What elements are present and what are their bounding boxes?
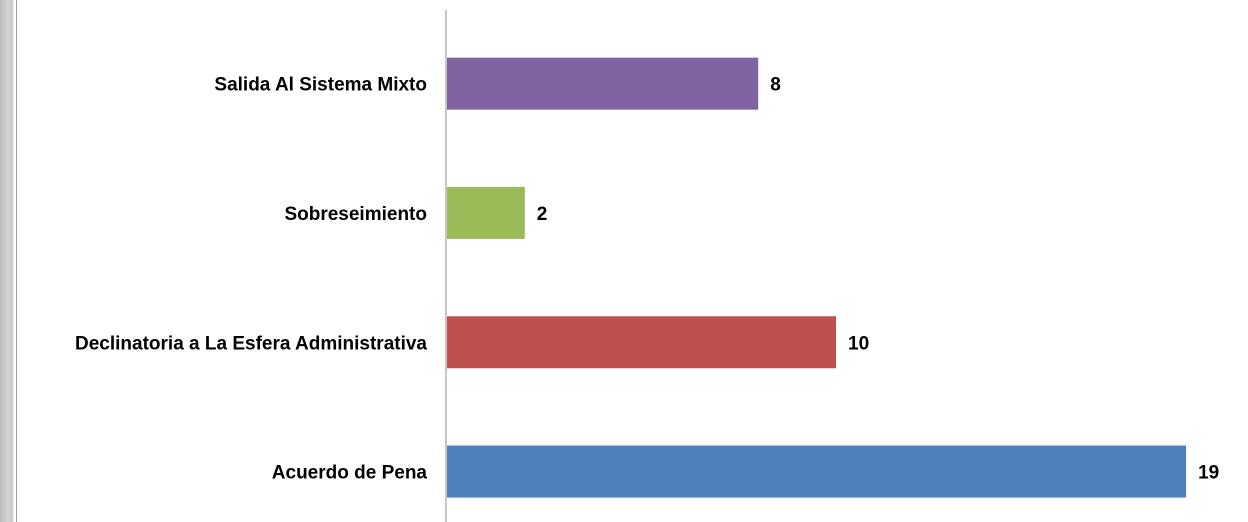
bar-4 — [447, 445, 1187, 498]
bars-group — [447, 57, 1187, 498]
window-left-border — [0, 0, 14, 522]
category-label-3: Declinatoria a La Esfera Administrativa — [75, 333, 427, 354]
data-labels-group: 8 2 10 19 — [537, 75, 1219, 484]
window-left-border-line — [16, 0, 17, 522]
category-label-2: Sobreseimiento — [284, 204, 427, 225]
data-label-2: 2 — [537, 204, 548, 225]
bar-1 — [447, 57, 759, 110]
category-label-1: Salida Al Sistema Mixto — [214, 75, 427, 96]
data-label-3: 10 — [848, 333, 869, 354]
bar-2 — [447, 186, 525, 239]
bar-3 — [447, 316, 836, 369]
data-label-4: 19 — [1198, 463, 1219, 484]
data-label-1: 8 — [770, 75, 781, 96]
category-label-4: Acuerdo de Pena — [272, 463, 428, 484]
category-labels-group: Salida Al Sistema Mixto Sobreseimiento Dec… — [75, 75, 427, 484]
